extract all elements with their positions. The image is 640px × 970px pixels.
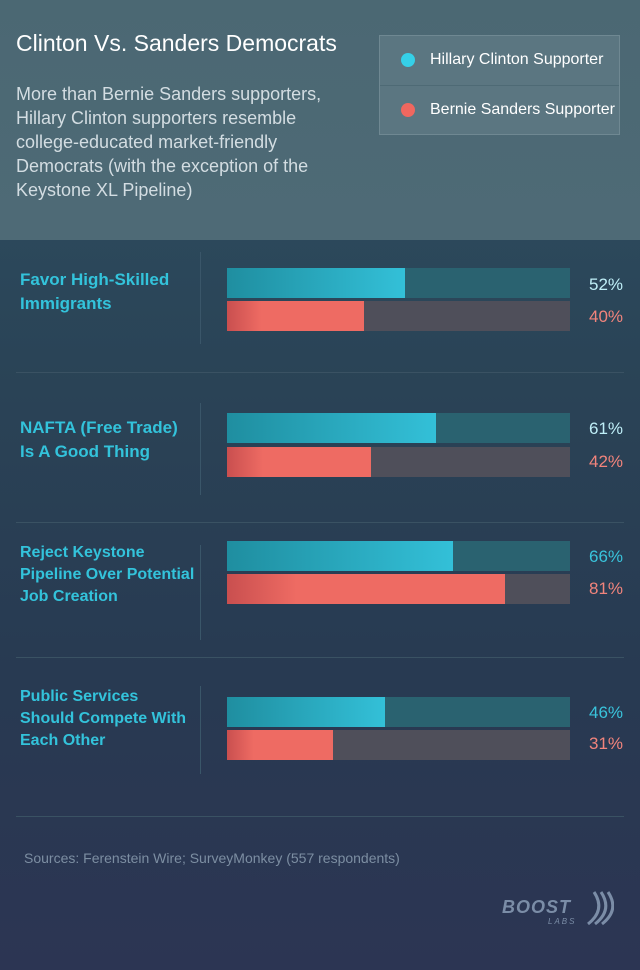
bar-sanders (227, 574, 505, 604)
bar-sanders (227, 730, 334, 760)
swoosh-icon (587, 891, 614, 926)
bar-track (227, 413, 570, 443)
divider (16, 657, 624, 658)
divider (16, 522, 624, 523)
bar-sanders (227, 301, 365, 331)
bar-track (227, 541, 570, 571)
value-label-clinton: 66% (589, 547, 624, 566)
value-label-clinton: 46% (589, 703, 624, 722)
bar-clinton (227, 697, 385, 727)
bar-clinton (227, 541, 454, 571)
bar-sanders (227, 447, 372, 477)
divider (16, 372, 624, 373)
legend: Hillary Clinton Supporter Bernie Sanders… (379, 35, 620, 135)
legend-item-sanders: Bernie Sanders Supporter (380, 86, 619, 135)
bar-clinton (227, 268, 406, 298)
brand-logo: BOOST LABS (500, 888, 615, 930)
value-label-clinton: 61% (589, 419, 624, 438)
bar-track (227, 730, 570, 760)
category-label: NAFTA (Free Trade) Is A Good Thing (20, 418, 178, 461)
logo-subtext: LABS (548, 917, 577, 926)
category-label: Public Services Should Compete With Each… (20, 688, 187, 749)
value-label-sanders: 40% (589, 307, 624, 326)
page-subtitle: More than Bernie Sanders supporters, Hil… (16, 84, 322, 200)
divider (16, 816, 624, 817)
value-label-sanders: 31% (589, 734, 624, 753)
bar-track (227, 697, 570, 727)
bar-track (227, 301, 570, 331)
divider (200, 686, 201, 774)
header-panel: Clinton Vs. Sanders Democrats More than … (0, 0, 640, 240)
page-title: Clinton Vs. Sanders Democrats (16, 30, 337, 56)
category-label: Favor High-Skilled Immigrants (20, 270, 170, 313)
legend-dot-icon (401, 53, 415, 67)
divider (200, 403, 201, 495)
bar-track (227, 268, 570, 298)
legend-item-clinton: Hillary Clinton Supporter (380, 36, 619, 86)
divider (200, 545, 201, 640)
divider (200, 252, 201, 344)
value-label-sanders: 42% (589, 452, 624, 471)
bar-track (227, 574, 570, 604)
category-label: Reject Keystone Pipeline Over Potential … (20, 544, 195, 605)
sources-note: Sources: Ferenstein Wire; SurveyMonkey (… (24, 850, 400, 866)
bar-clinton (227, 413, 437, 443)
legend-label: Hillary Clinton Supporter (430, 51, 604, 68)
value-label-clinton: 52% (589, 275, 624, 294)
bar-track (227, 447, 570, 477)
value-label-sanders: 81% (589, 579, 624, 598)
legend-label: Bernie Sanders Supporter (430, 101, 615, 118)
logo-text: BOOST (502, 897, 572, 917)
legend-dot-icon (401, 103, 415, 117)
